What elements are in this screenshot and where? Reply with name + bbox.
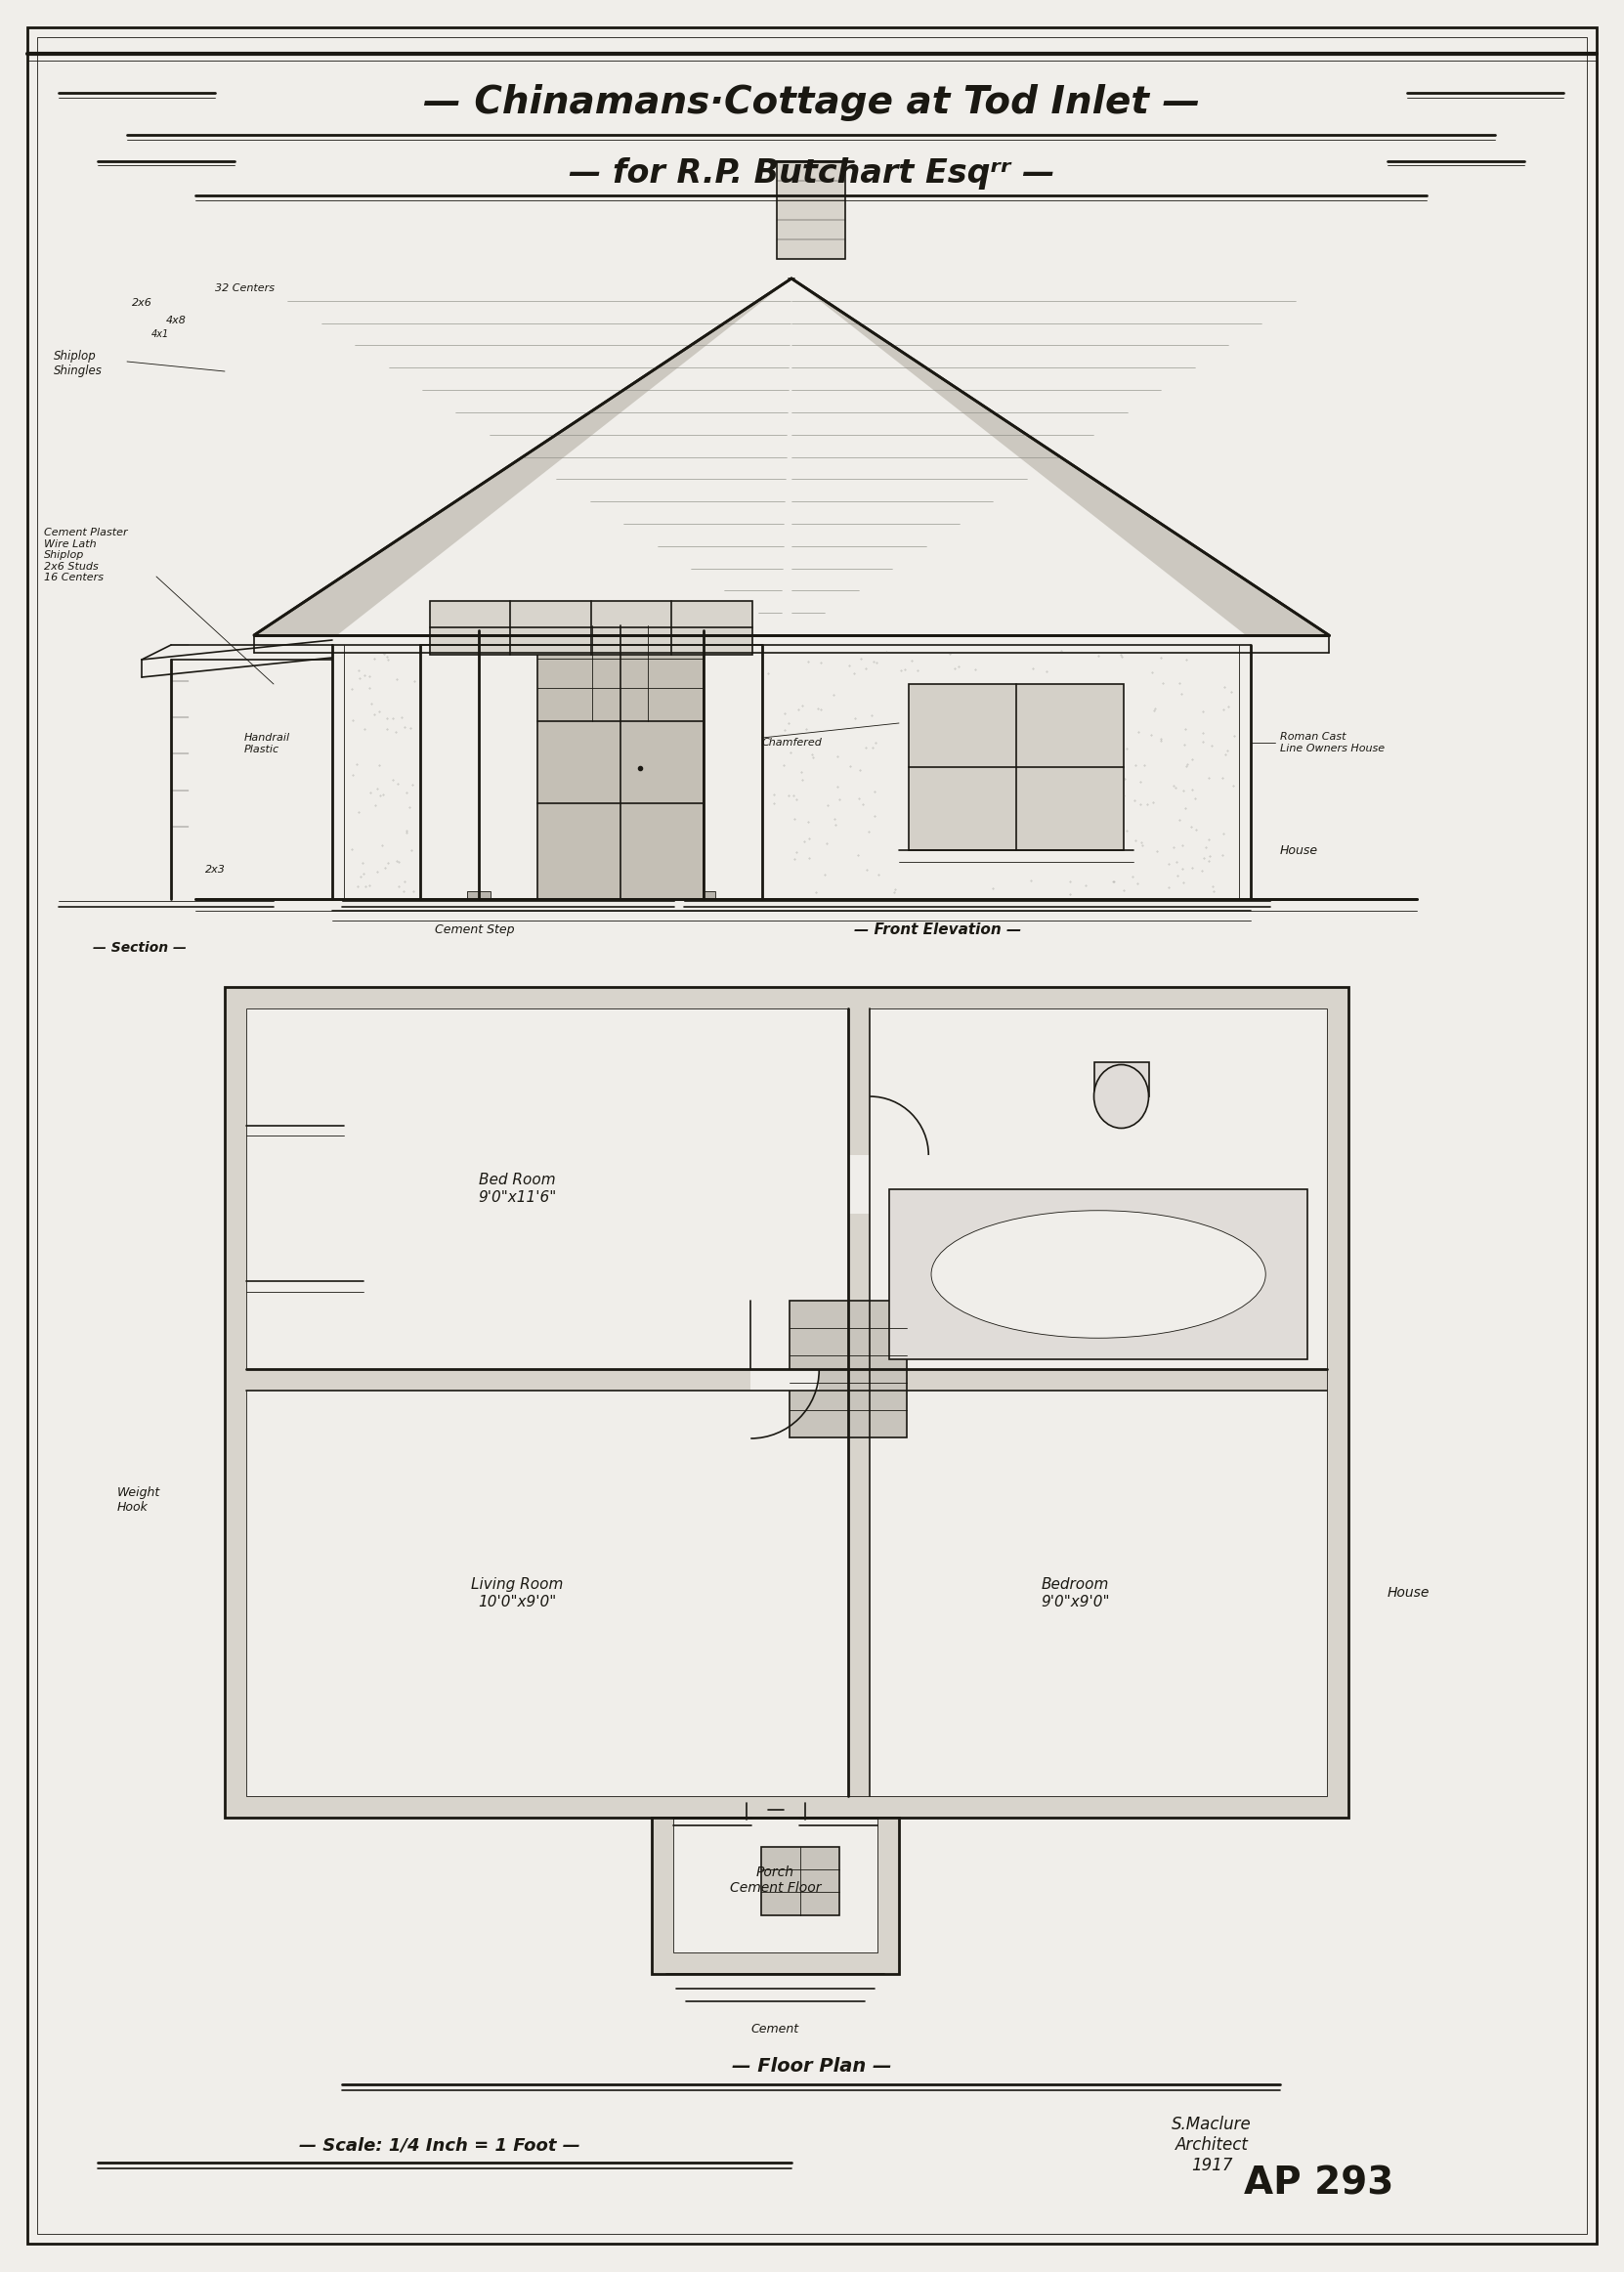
- Bar: [692, 891, 715, 900]
- Bar: [651, 1818, 900, 1974]
- Ellipse shape: [1095, 1066, 1148, 1129]
- Bar: [247, 1009, 1327, 1797]
- Text: Porch
Cement Floor: Porch Cement Floor: [729, 1865, 822, 1895]
- Text: — Front Elevation —: — Front Elevation —: [854, 922, 1021, 938]
- Bar: [224, 986, 1348, 1818]
- Ellipse shape: [931, 1211, 1265, 1338]
- Text: S.Maclure
Architect
1917: S.Maclure Architect 1917: [1171, 2115, 1252, 2174]
- Bar: [909, 684, 1124, 850]
- Text: Weight
Hook: Weight Hook: [117, 1486, 161, 1513]
- Bar: [1095, 1063, 1148, 1097]
- Bar: [674, 1818, 877, 1952]
- Bar: [762, 1847, 840, 1915]
- Text: — for R.P. Butchart Esqʳʳ —: — for R.P. Butchart Esqʳʳ —: [568, 157, 1056, 191]
- Text: House: House: [1280, 843, 1319, 857]
- Bar: [538, 625, 703, 900]
- Bar: [247, 1009, 1327, 1797]
- Bar: [890, 1188, 1307, 1359]
- Text: Roman Cast
Line Owners House: Roman Cast Line Owners House: [1280, 732, 1385, 754]
- Text: Bed Room
9'0"x11'6": Bed Room 9'0"x11'6": [477, 1172, 557, 1204]
- Bar: [430, 602, 752, 654]
- Text: 2x3: 2x3: [205, 866, 226, 875]
- Text: — Chinamans·Cottage at Tod Inlet —: — Chinamans·Cottage at Tod Inlet —: [424, 84, 1200, 120]
- Bar: [247, 1370, 1327, 1390]
- Text: 2x6: 2x6: [132, 298, 153, 307]
- Text: Cement Step: Cement Step: [435, 925, 515, 936]
- Bar: [762, 1847, 840, 1915]
- Bar: [909, 684, 1124, 850]
- Bar: [674, 1818, 877, 1952]
- Bar: [776, 161, 844, 259]
- Bar: [848, 1009, 870, 1797]
- Bar: [538, 625, 703, 900]
- Text: Bedroom
9'0"x9'0": Bedroom 9'0"x9'0": [1041, 1577, 1111, 1609]
- Bar: [890, 1188, 1307, 1359]
- Text: Shiplop
Shingles: Shiplop Shingles: [54, 350, 102, 377]
- Text: Living Room
10'0"x9'0": Living Room 10'0"x9'0": [471, 1577, 564, 1609]
- Text: — Scale: 1/4 Inch = 1 Foot —: — Scale: 1/4 Inch = 1 Foot —: [299, 2136, 580, 2154]
- Bar: [776, 161, 844, 259]
- Text: Handrail
Plastic: Handrail Plastic: [244, 734, 291, 754]
- Bar: [789, 1300, 908, 1438]
- Text: — Section —: — Section —: [93, 941, 187, 954]
- Text: Bath Room: Bath Room: [1034, 1261, 1117, 1275]
- Polygon shape: [791, 279, 1328, 636]
- Bar: [468, 891, 490, 900]
- Bar: [430, 602, 752, 654]
- Bar: [651, 1818, 900, 1974]
- Text: Cement Plaster
Wire Lath
Shiplop
2x6 Studs
16 Centers: Cement Plaster Wire Lath Shiplop 2x6 Stu…: [44, 527, 128, 584]
- Bar: [750, 1370, 818, 1390]
- Bar: [848, 1154, 870, 1213]
- Bar: [1095, 1063, 1148, 1097]
- Bar: [789, 1300, 908, 1438]
- Text: — Floor Plan —: — Floor Plan —: [732, 2058, 892, 2077]
- Text: 4x1: 4x1: [151, 329, 169, 339]
- Text: House: House: [1387, 1586, 1429, 1599]
- Polygon shape: [253, 279, 791, 636]
- Text: 32 Centers: 32 Centers: [214, 284, 274, 293]
- Text: 4x8: 4x8: [166, 316, 187, 325]
- Text: Cement: Cement: [752, 2022, 799, 2036]
- Bar: [468, 891, 490, 900]
- Text: Chamfered: Chamfered: [762, 738, 823, 747]
- Bar: [692, 891, 715, 900]
- Bar: [224, 986, 1348, 1818]
- Text: AP 293: AP 293: [1244, 2165, 1393, 2202]
